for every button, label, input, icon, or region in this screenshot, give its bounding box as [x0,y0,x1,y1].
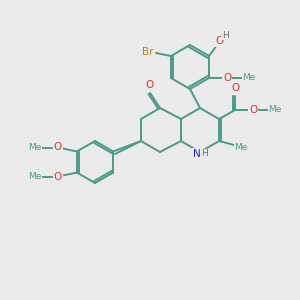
Text: Br: Br [142,47,154,57]
Text: O: O [223,73,231,83]
Text: O: O [215,36,223,46]
Text: Me: Me [28,143,41,152]
Text: O: O [54,142,62,152]
Text: Me: Me [242,74,256,82]
Text: H: H [201,149,207,158]
Text: Me: Me [234,142,248,152]
Text: H: H [222,31,228,40]
Text: O: O [249,105,257,115]
Text: O: O [54,172,62,182]
Text: O: O [231,83,239,93]
Text: Me: Me [268,106,282,115]
Text: N: N [193,149,201,159]
Text: Me: Me [28,172,41,181]
Text: O: O [146,80,154,90]
